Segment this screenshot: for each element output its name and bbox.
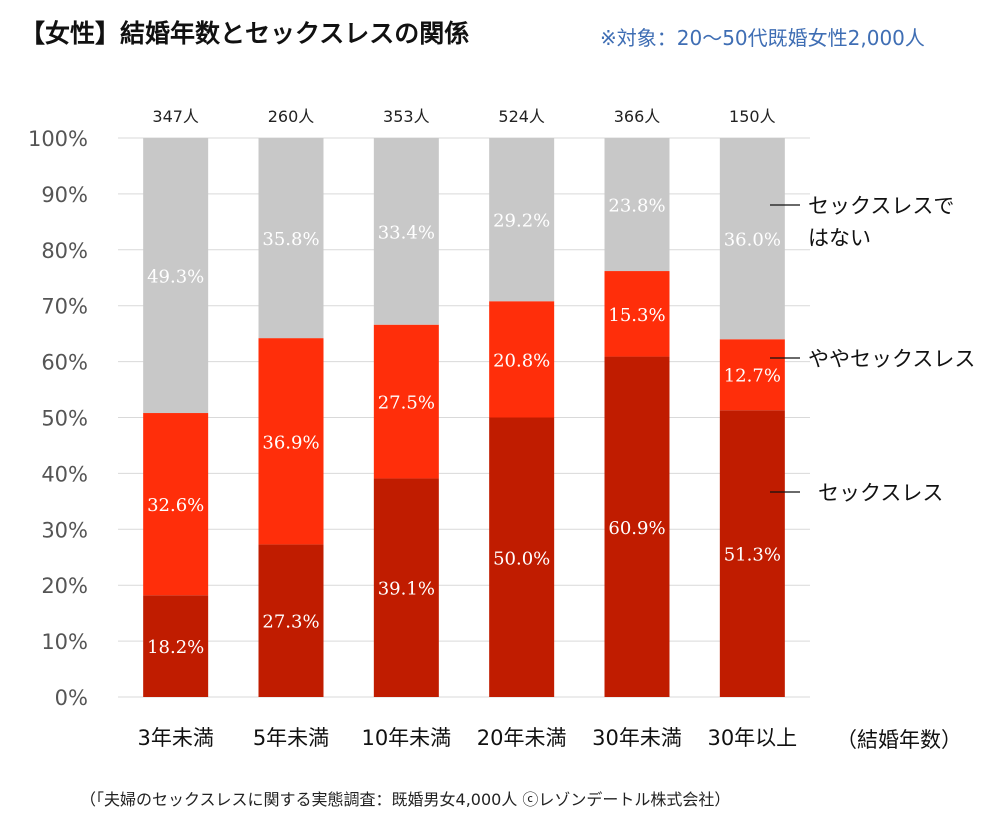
data-label: 33.4%	[378, 222, 435, 243]
data-label: 39.1%	[378, 579, 435, 600]
y-tick-label: 70%	[41, 295, 88, 319]
data-label: 20.8%	[493, 350, 550, 371]
legend-entry: セックスレスで	[808, 194, 954, 218]
x-axis-categories: 3年未満 5年未満 10年未満 20年未満 30年未満 30年以上	[137, 726, 797, 750]
chart-source: （「夫婦のセックスレスに関する実態調査：既婚男女4,000人 ⓒレゾンデートル株…	[80, 790, 731, 809]
bar-segment	[719, 410, 785, 697]
y-axis-ticks: 0% 10% 20% 30% 40% 50% 60% 70% 80% 90% 100%	[28, 127, 88, 710]
x-tick-label: 5年未満	[253, 726, 329, 750]
respondent-count: 260人	[268, 107, 315, 126]
data-label: 32.6%	[147, 495, 204, 516]
y-tick-label: 10%	[41, 630, 88, 654]
y-tick-label: 40%	[41, 462, 88, 486]
x-tick-label: 30年未満	[592, 726, 682, 750]
y-tick-label: 0%	[55, 686, 88, 710]
legend-entry: ややセックスレス	[808, 347, 975, 371]
x-axis-label: （結婚年数）	[836, 728, 962, 752]
grid-lines	[118, 137, 810, 698]
data-label: 50.0%	[493, 548, 550, 569]
data-label: 27.3%	[262, 612, 319, 633]
bar-segment	[373, 478, 439, 697]
bar-segment	[143, 138, 209, 414]
y-tick-label: 60%	[41, 351, 88, 375]
respondent-counts: 347人 260人 353人 524人 366人 150人	[152, 107, 775, 126]
data-label: 60.9%	[608, 518, 665, 539]
y-tick-label: 100%	[28, 127, 88, 151]
bar-segment	[489, 301, 555, 418]
respondent-count: 366人	[614, 107, 661, 126]
y-tick-label: 30%	[41, 518, 88, 542]
data-label: 36.0%	[724, 230, 781, 251]
data-label: 12.7%	[724, 366, 781, 387]
bar-segment	[143, 595, 209, 697]
x-tick-label: 30年以上	[707, 726, 797, 750]
y-tick-label: 90%	[41, 183, 88, 207]
respondent-count: 150人	[729, 107, 776, 126]
bar-segment	[143, 413, 209, 596]
respondent-count: 347人	[152, 107, 199, 126]
bar-segment	[489, 138, 555, 302]
y-tick-label: 50%	[41, 407, 88, 431]
data-label: 27.5%	[378, 393, 435, 414]
y-tick-label: 20%	[41, 574, 88, 598]
x-tick-label: 10年未満	[361, 726, 451, 750]
bar-segment	[719, 339, 785, 411]
legend-entry: セックスレス	[818, 481, 943, 505]
bar-segment	[604, 138, 670, 272]
bar-segment	[258, 544, 324, 697]
x-tick-label: 3年未満	[137, 726, 213, 750]
respondent-count: 524人	[498, 107, 545, 126]
bars	[143, 138, 785, 697]
data-labels: 18.2% 32.6% 49.3% 27.3% 36.9% 35.8% 39.1% 27.5%…	[147, 196, 781, 659]
bar-segment	[719, 138, 785, 340]
bar-segment	[258, 138, 324, 339]
data-label: 23.8%	[608, 196, 665, 217]
chart-title: 【女性】結婚年数とセックスレスの関係	[20, 19, 470, 48]
chart-subtitle: ※対象：20～50代既婚女性2,000人	[600, 26, 925, 50]
data-label: 29.2%	[493, 211, 550, 232]
data-label: 15.3%	[608, 305, 665, 326]
data-label: 36.9%	[262, 432, 319, 453]
bar-segment	[604, 271, 670, 357]
x-tick-label: 20年未満	[477, 726, 567, 750]
legend-entry: はない	[808, 226, 871, 250]
data-label: 51.3%	[724, 545, 781, 566]
y-tick-label: 80%	[41, 239, 88, 263]
bar-segment	[489, 417, 555, 697]
bar-segment	[373, 324, 439, 479]
respondent-count: 353人	[383, 107, 430, 126]
bar-segment	[604, 356, 670, 697]
bar-segment	[258, 338, 324, 545]
data-label: 35.8%	[262, 229, 319, 250]
bar-segment	[373, 138, 439, 325]
data-label: 49.3%	[147, 267, 204, 288]
data-label: 18.2%	[147, 637, 204, 658]
